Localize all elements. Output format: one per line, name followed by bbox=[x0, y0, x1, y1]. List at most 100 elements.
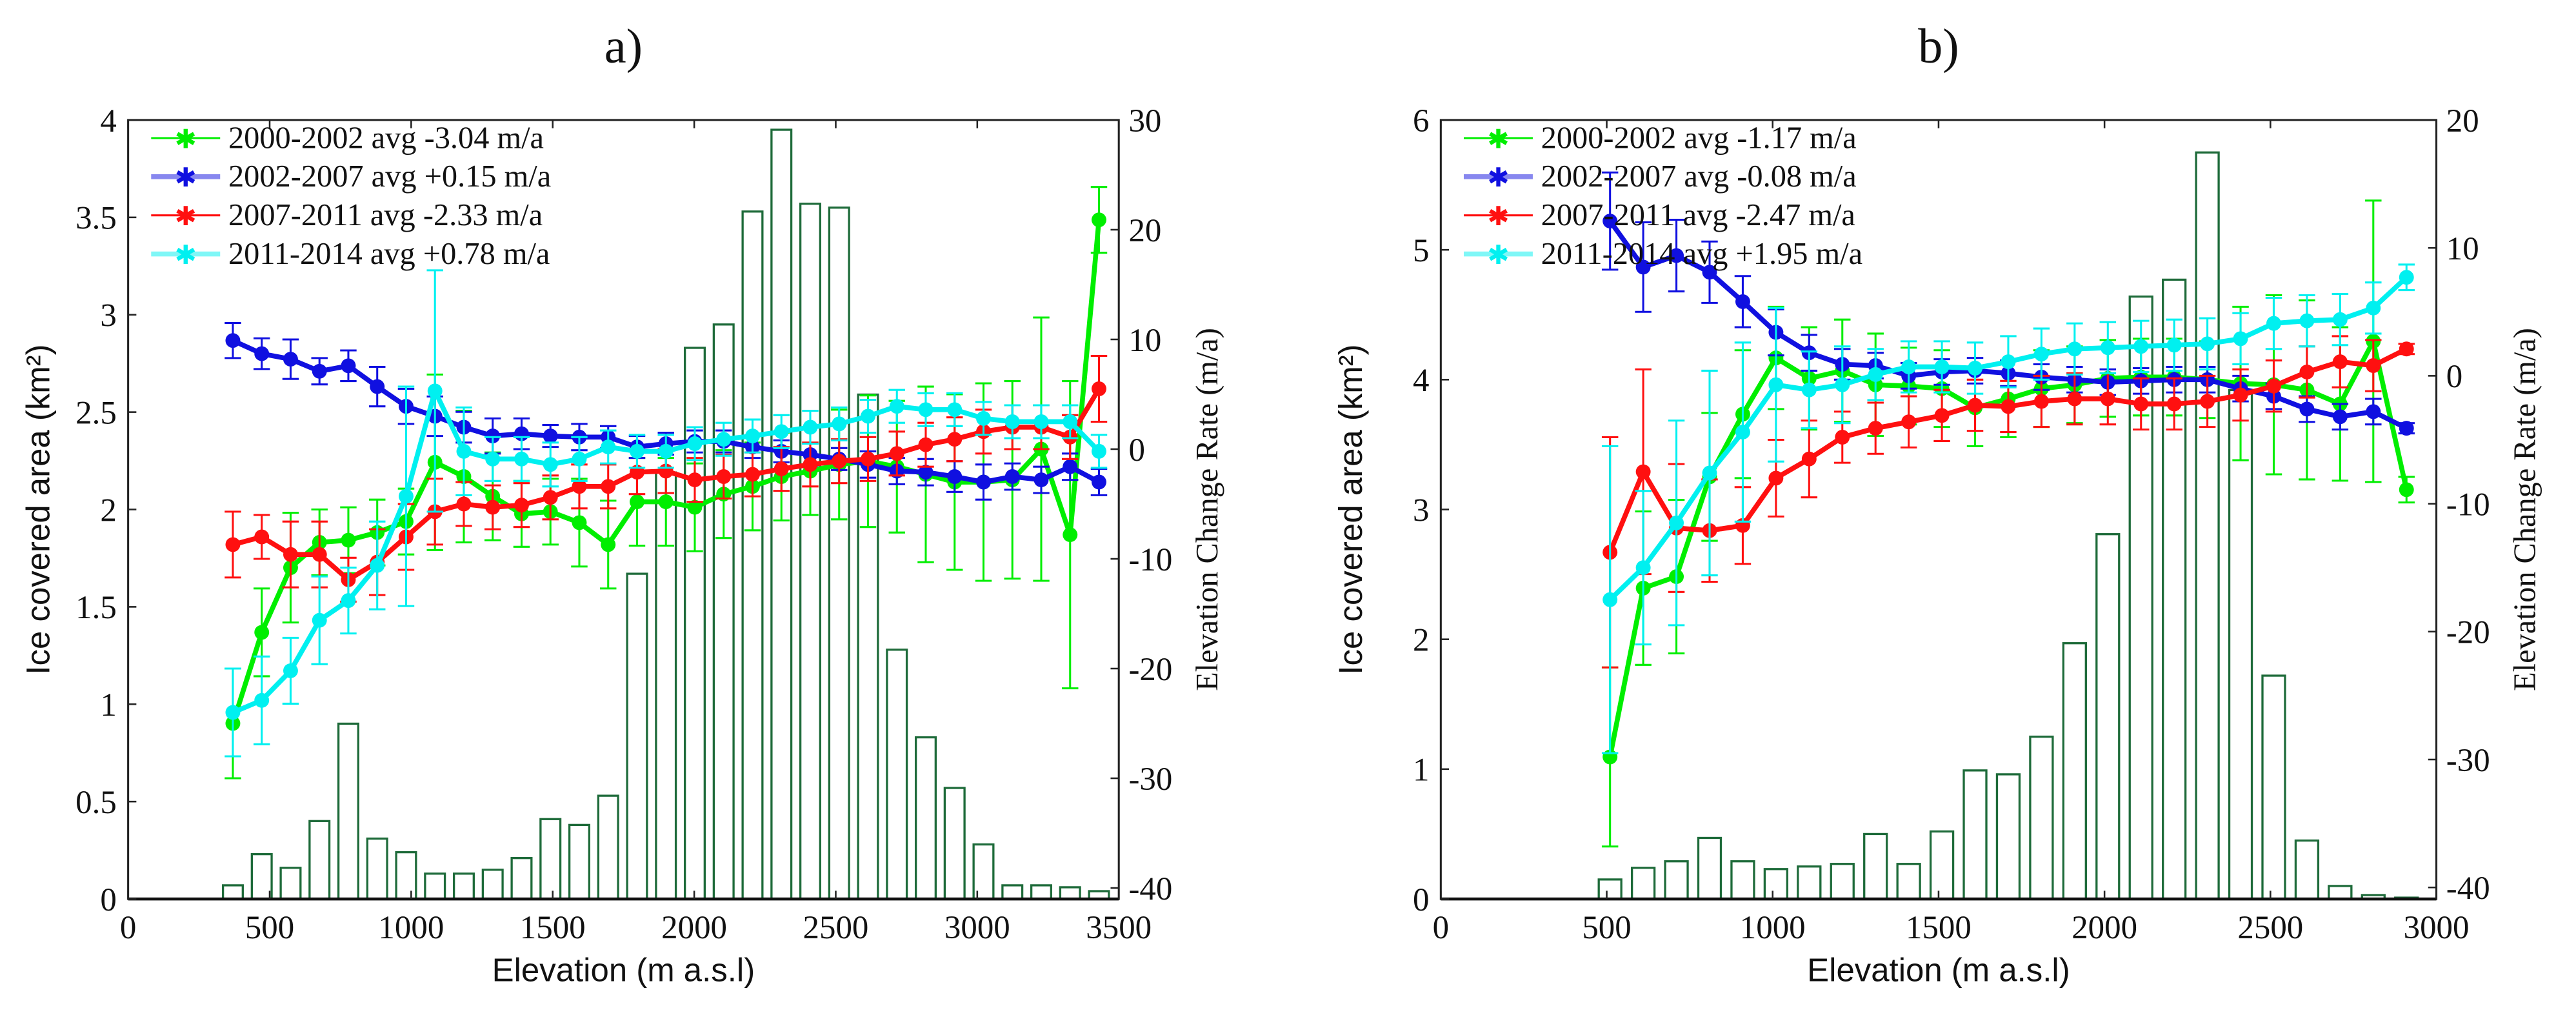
y-tick-label: 3 bbox=[100, 298, 116, 334]
data-point bbox=[861, 408, 875, 424]
data-point bbox=[745, 467, 760, 482]
x-axis-label: Elevation (m a.s.l) bbox=[1807, 951, 2070, 988]
legend-label: 2007-2011 avg -2.47 m/a bbox=[1541, 198, 1855, 232]
data-point bbox=[341, 358, 356, 374]
histogram-bar bbox=[2029, 735, 2054, 900]
y-right-tick-label: 0 bbox=[2446, 359, 2462, 395]
legend: ✱ 2000-2002 avg -3.04 m/a ✱ 2002-2007 avg +… bbox=[151, 121, 551, 271]
histogram-bar bbox=[1995, 773, 2021, 900]
data-point bbox=[1092, 443, 1106, 459]
legend-label: 2000-2002 avg -1.17 m/a bbox=[1541, 121, 1857, 155]
data-point bbox=[2001, 354, 2016, 370]
histogram-bar bbox=[308, 820, 331, 900]
x-tick-label: 3500 bbox=[1086, 910, 1152, 946]
data-point bbox=[2366, 300, 2381, 316]
histogram-bar bbox=[597, 794, 619, 900]
histogram-bar bbox=[2095, 533, 2121, 900]
histogram-bar bbox=[2294, 839, 2320, 900]
series-3 bbox=[225, 269, 1108, 758]
data-point bbox=[1603, 214, 1618, 229]
data-point bbox=[514, 451, 529, 467]
data-point bbox=[2100, 391, 2115, 407]
data-point bbox=[456, 443, 472, 459]
series-3 bbox=[1601, 263, 2415, 754]
data-point bbox=[485, 428, 501, 444]
asterisk-marker-icon: ✱ bbox=[175, 201, 197, 232]
histogram-bar bbox=[712, 323, 735, 900]
y-tick-label: 1.5 bbox=[75, 590, 117, 626]
asterisk-marker-icon: ✱ bbox=[1487, 239, 1509, 270]
histogram-bar bbox=[395, 851, 417, 900]
data-point bbox=[1934, 408, 1950, 423]
data-point bbox=[341, 593, 356, 609]
histogram-bar bbox=[1597, 878, 1622, 900]
data-point bbox=[976, 474, 991, 490]
y-right-axis-label: Elevation Change Rate (m/a) bbox=[1190, 328, 1224, 691]
data-point bbox=[543, 490, 558, 505]
histogram-bar bbox=[481, 869, 504, 900]
data-point bbox=[225, 333, 241, 348]
histogram-bar bbox=[366, 837, 388, 900]
y-tick-label: 5 bbox=[1413, 233, 1429, 269]
x-tick-label: 3000 bbox=[944, 910, 1010, 946]
y-tick-label: 2.5 bbox=[75, 395, 117, 431]
data-point bbox=[2266, 316, 2281, 331]
data-point bbox=[774, 461, 789, 477]
histogram-bar bbox=[1030, 884, 1053, 900]
y-tick-label: 2 bbox=[100, 492, 116, 529]
y-right-tick-label: 10 bbox=[1128, 323, 1161, 359]
data-point bbox=[774, 424, 789, 439]
data-point bbox=[658, 443, 674, 459]
legend-label: 2002-2007 avg -0.08 m/a bbox=[1541, 159, 1857, 194]
data-point bbox=[601, 537, 616, 552]
histogram-bar bbox=[2261, 674, 2286, 900]
y-right-tick-label: 20 bbox=[2446, 103, 2479, 139]
histogram-bar bbox=[2195, 151, 2220, 900]
x-tick-label: 2000 bbox=[661, 910, 727, 946]
data-point bbox=[1033, 414, 1049, 429]
data-point bbox=[1768, 377, 1784, 392]
series-0 bbox=[1601, 199, 2415, 848]
data-point bbox=[687, 472, 703, 488]
histogram-bar bbox=[1730, 860, 1755, 900]
data-point bbox=[2067, 391, 2082, 407]
y-right-tick-label: -10 bbox=[2446, 487, 2490, 523]
data-point bbox=[543, 457, 558, 472]
panel-title: b) bbox=[1918, 19, 1959, 74]
data-point bbox=[2200, 394, 2215, 409]
y-tick-label: 6 bbox=[1413, 103, 1429, 139]
data-point bbox=[2399, 341, 2414, 357]
asterisk-marker-icon: ✱ bbox=[175, 162, 197, 193]
histogram-bar bbox=[221, 884, 244, 900]
y-tick-label: 2 bbox=[1413, 623, 1429, 659]
data-point bbox=[254, 529, 270, 545]
data-point bbox=[312, 547, 327, 562]
data-point bbox=[2266, 378, 2281, 394]
data-point bbox=[803, 419, 818, 435]
data-point bbox=[2366, 404, 2381, 419]
legend-label: 2011-2014 avg +0.78 m/a bbox=[228, 237, 550, 271]
data-point bbox=[1835, 430, 1850, 445]
data-point bbox=[1968, 398, 1982, 413]
data-point bbox=[1603, 592, 1618, 607]
data-point bbox=[976, 410, 991, 426]
data-point bbox=[687, 499, 703, 515]
data-point bbox=[1033, 472, 1049, 488]
data-point bbox=[2001, 399, 2016, 414]
x-tick-label: 1000 bbox=[1740, 910, 1806, 946]
data-point bbox=[601, 439, 616, 455]
data-point bbox=[370, 379, 385, 394]
y-axis-label: Ice covered area (km²) bbox=[19, 344, 56, 674]
data-point bbox=[1635, 560, 1651, 576]
histogram-bar bbox=[2228, 388, 2253, 900]
data-point bbox=[947, 469, 963, 484]
histogram-bar bbox=[539, 818, 562, 900]
data-point bbox=[2332, 409, 2348, 425]
data-point bbox=[2166, 396, 2182, 412]
data-point bbox=[1702, 265, 1717, 280]
data-point bbox=[572, 515, 587, 530]
panel-b: b) 0 500 1000 1500 2000 2500 3000 0 1 2 3 4 5 6 -40 -30 -… bbox=[1332, 19, 2542, 989]
histogram-bar bbox=[1059, 886, 1081, 900]
y-tick-label: 0 bbox=[1413, 882, 1429, 918]
